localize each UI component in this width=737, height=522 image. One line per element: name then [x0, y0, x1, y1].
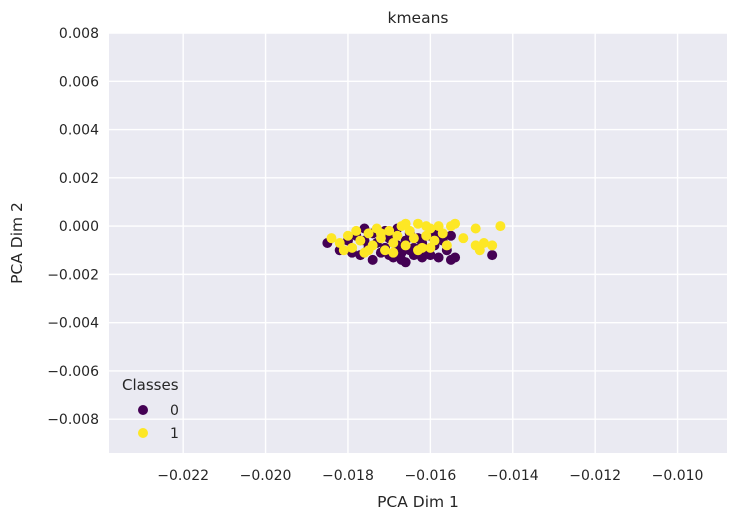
x-tick-label: −0.012 [569, 468, 621, 484]
y-tick-label: −0.008 [47, 412, 99, 428]
x-tick-label: −0.018 [322, 468, 374, 484]
data-point-class-1 [450, 218, 461, 229]
data-point-class-1 [338, 245, 349, 256]
data-point-class-1 [474, 245, 485, 256]
data-point-class-1 [441, 240, 452, 251]
data-point-class-0 [417, 252, 428, 263]
data-point-class-0 [433, 252, 444, 263]
legend-marker-1 [138, 428, 148, 438]
y-axis-label: PCA Dim 2 [8, 202, 26, 284]
data-point-class-1 [342, 230, 353, 241]
data-point-class-1 [433, 221, 444, 232]
data-point-class-1 [458, 233, 469, 244]
y-tick-label: −0.006 [47, 364, 99, 380]
x-tick-label: −0.020 [240, 468, 292, 484]
data-point-class-1 [400, 218, 411, 229]
data-point-class-1 [392, 230, 403, 241]
data-point-class-0 [367, 254, 378, 265]
data-point-class-1 [388, 247, 399, 258]
data-point-class-1 [421, 230, 432, 241]
data-point-class-0 [445, 230, 456, 241]
data-point-class-1 [326, 233, 337, 244]
data-point-class-0 [425, 250, 436, 261]
legend-title: Classes [122, 376, 179, 394]
x-tick-label: −0.010 [652, 468, 704, 484]
legend: Classes 0 1 [122, 376, 179, 442]
data-point-class-1 [388, 238, 399, 248]
chart-title: kmeans [387, 9, 448, 27]
data-point-class-1 [495, 221, 506, 232]
legend-label-0: 0 [170, 403, 179, 419]
y-tick-label: 0.008 [59, 26, 99, 42]
data-point-class-0 [396, 254, 407, 265]
x-tick-labels: −0.022 −0.020 −0.018 −0.016 −0.014 −0.012 −0.0… [157, 468, 703, 484]
legend-label-1: 1 [170, 426, 179, 442]
data-point-class-1 [347, 242, 358, 253]
y-tick-labels: −0.008 −0.006 −0.004 −0.002 0.000 0.002 0.004 0… [47, 26, 99, 428]
y-tick-label: −0.004 [47, 316, 99, 332]
y-gridlines [109, 32, 727, 420]
data-point-class-0 [487, 250, 498, 261]
data-point-class-0 [450, 252, 461, 263]
x-tick-label: −0.022 [157, 468, 209, 484]
data-point-class-1 [437, 228, 448, 239]
y-tick-label: 0.002 [59, 171, 99, 187]
x-tick-label: −0.016 [404, 468, 456, 484]
data-point-class-1 [470, 223, 481, 234]
data-points [322, 218, 506, 268]
data-point-class-1 [478, 238, 489, 248]
data-point-class-1 [363, 228, 374, 239]
data-point-class-1 [384, 225, 395, 236]
data-point-class-0 [396, 247, 407, 258]
data-point-class-1 [375, 228, 386, 239]
data-point-class-1 [363, 245, 374, 256]
y-tick-label: −0.002 [47, 267, 99, 283]
data-point-class-1 [487, 240, 498, 251]
data-point-class-1 [413, 218, 423, 229]
data-point-class-1 [413, 245, 423, 256]
data-point-class-1 [421, 221, 432, 232]
data-point-class-1 [425, 242, 436, 253]
data-point-class-1 [404, 225, 415, 236]
data-point-class-1 [351, 225, 362, 236]
y-tick-label: 0.004 [59, 123, 99, 139]
data-point-class-1 [408, 233, 419, 244]
data-point-class-1 [429, 235, 440, 246]
x-axis-label: PCA Dim 1 [377, 493, 459, 511]
x-tick-label: −0.014 [487, 468, 539, 484]
data-point-class-1 [334, 238, 345, 248]
data-point-class-1 [400, 240, 411, 251]
data-point-class-1 [355, 235, 366, 246]
y-tick-label: 0.000 [59, 219, 99, 235]
legend-marker-0 [138, 405, 148, 415]
y-tick-label: 0.006 [59, 74, 99, 90]
data-point-class-1 [380, 245, 391, 256]
